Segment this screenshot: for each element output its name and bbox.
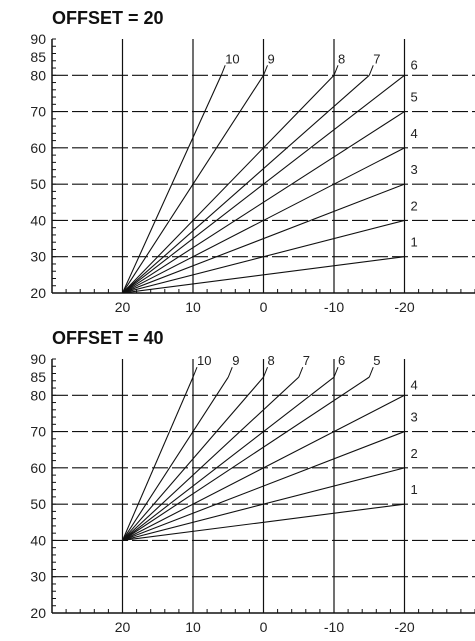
series-line-5 (122, 376, 370, 541)
chart-offset-40: OFFSET = 40 90 85 80 70 60 50 40 30 20 20 10 0 -10 -2… (0, 320, 475, 641)
series-label-1: 1 (411, 482, 418, 497)
series-label-3: 3 (411, 162, 418, 177)
series-line-10 (121, 376, 194, 541)
series-label-10: 10 (197, 353, 211, 368)
series-line-2 (122, 467, 405, 541)
x-tick-label: 0 (260, 619, 268, 635)
y-tick-label: 80 (30, 387, 46, 403)
y-tick-label: 60 (30, 140, 46, 156)
series-label-6: 6 (338, 353, 345, 368)
series-line-3 (122, 431, 405, 541)
series-line-7 (122, 74, 370, 294)
series-line-6 (122, 74, 405, 294)
chart-title: OFFSET = 40 (52, 328, 164, 348)
y-tick-label: 30 (30, 249, 46, 265)
x-tick-label: 20 (115, 619, 131, 635)
series-label-7: 7 (373, 51, 380, 66)
series-label-4: 4 (411, 377, 418, 392)
series-label-5: 5 (373, 353, 380, 368)
x-tick-label: -10 (324, 299, 344, 315)
y-tick-label: 50 (30, 496, 46, 512)
chart-offset-20: OFFSET = 20 90 85 80 70 60 50 40 30 20 20 10 0 -10 -2… (0, 0, 475, 320)
chart-title: OFFSET = 20 (52, 8, 164, 28)
x-tick-label: 10 (185, 619, 201, 635)
series-line-7 (122, 376, 300, 541)
x-tick-label: -20 (394, 619, 414, 635)
y-tick-label: 85 (30, 369, 46, 385)
y-tick-label: 90 (30, 31, 46, 47)
series-line-9 (122, 74, 264, 294)
series-line-6 (122, 376, 335, 541)
series-line-10 (121, 75, 222, 294)
label-leader (192, 366, 198, 378)
y-tick-label: 70 (30, 424, 46, 440)
series-line-1 (122, 256, 405, 294)
y-tick-label: 85 (30, 49, 46, 65)
series-label-8: 8 (268, 353, 275, 368)
series-line-8 (122, 376, 264, 541)
series-label-1: 1 (411, 235, 418, 250)
chart-plot: 90 85 80 70 60 50 40 30 20 20 10 0 -10 -20 1 2 3 4 5 6 7 8 9 10 (30, 351, 475, 635)
y-tick-label: 80 (30, 67, 46, 83)
series-label-9: 9 (268, 51, 275, 66)
x-tick-label: -10 (324, 619, 344, 635)
series-label-8: 8 (338, 51, 345, 66)
x-tick-label: 10 (185, 299, 201, 315)
y-tick-label: 20 (30, 285, 46, 301)
x-tick-label: 20 (115, 299, 131, 315)
series-label-2: 2 (411, 446, 418, 461)
y-tick-label: 20 (30, 605, 46, 621)
label-leader (220, 65, 226, 76)
series-label-3: 3 (411, 410, 418, 425)
label-leader (333, 366, 339, 378)
label-leader (263, 366, 268, 378)
label-leader (333, 65, 339, 76)
series-label-9: 9 (232, 353, 239, 368)
series-line-9 (122, 376, 229, 541)
series-line-3 (122, 183, 405, 294)
y-tick-label: 30 (30, 569, 46, 585)
y-tick-label: 40 (30, 212, 46, 228)
series-line-4 (122, 147, 405, 294)
y-tick-label: 40 (30, 532, 46, 548)
series-line-4 (122, 394, 405, 541)
series-line-8 (122, 74, 335, 294)
x-tick-label: 0 (260, 299, 268, 315)
y-tick-label: 70 (30, 104, 46, 120)
series-line-5 (122, 111, 405, 294)
series-line-1 (122, 503, 405, 541)
label-leader (263, 65, 268, 76)
label-leader (368, 366, 374, 378)
series-label-6: 6 (411, 57, 418, 72)
series-line-2 (122, 219, 405, 294)
label-leader (298, 366, 304, 378)
series-label-2: 2 (411, 198, 418, 213)
series-label-7: 7 (303, 353, 310, 368)
series-label-4: 4 (411, 126, 418, 141)
x-tick-label: -20 (394, 299, 414, 315)
y-tick-label: 50 (30, 176, 46, 192)
series-label-10: 10 (225, 51, 239, 66)
label-leader (368, 65, 374, 76)
chart-plot: 90 85 80 70 60 50 40 30 20 20 10 0 -10 -20 1 2 3 4 5 6 7 8 9 10 (30, 31, 475, 315)
y-tick-label: 90 (30, 351, 46, 367)
series-label-5: 5 (411, 90, 418, 105)
label-leader (227, 366, 233, 378)
y-tick-label: 60 (30, 460, 46, 476)
